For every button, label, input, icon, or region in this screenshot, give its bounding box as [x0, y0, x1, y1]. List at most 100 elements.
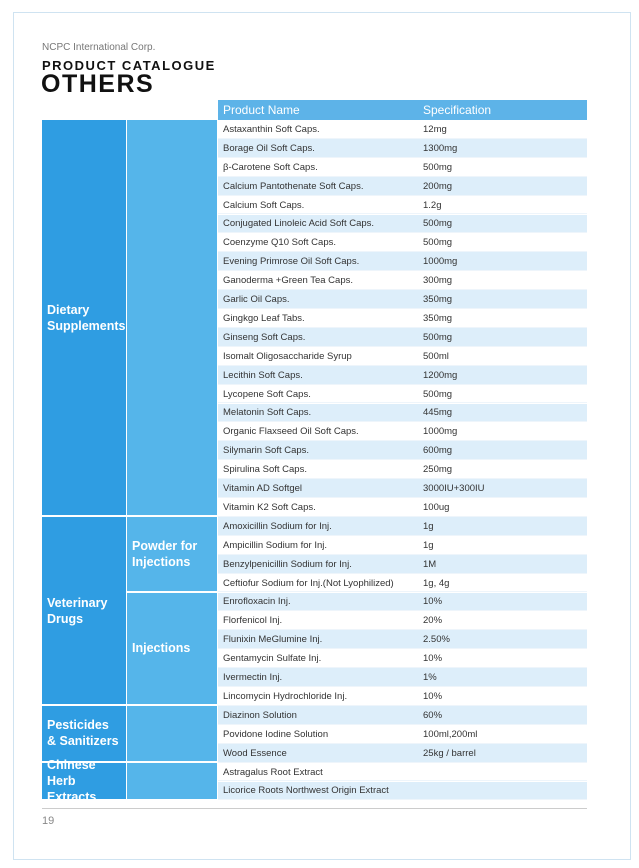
row-bg	[218, 195, 587, 215]
row-bg	[218, 762, 587, 782]
row-bg	[218, 535, 587, 555]
specification: 1.2g	[423, 199, 442, 211]
row-bg	[218, 252, 587, 272]
product-name: Ivermectin Inj.	[223, 672, 283, 684]
product-name: Diazinon Solution	[223, 709, 297, 721]
product-name: Garlic Oil Caps.	[223, 294, 290, 306]
product-name: Conjugated Linoleic Acid Soft Caps.	[223, 218, 375, 230]
page-number: 19	[42, 815, 55, 827]
product-name: Florfenicol Inj.	[223, 615, 283, 627]
specification: 3000IU+300IU	[423, 483, 485, 495]
specification: 2.50%	[423, 634, 450, 646]
subgroup	[127, 120, 217, 516]
row-bg	[218, 724, 587, 744]
specification: 350mg	[423, 294, 453, 306]
product-name: Gentamycin Sulfate Inj.	[223, 653, 322, 665]
product-name: Calcium Pantothenate Soft Caps.	[223, 180, 364, 192]
row-bg	[218, 309, 587, 328]
product-name: Povidone Iodine Solution	[223, 728, 329, 740]
row-bg	[218, 554, 587, 574]
subgroup: Powder for Injections	[127, 516, 217, 591]
specification: 500ml	[423, 350, 449, 362]
title: PRODUCT CATALOGUE	[42, 58, 216, 73]
row-bg	[218, 327, 587, 347]
row-bg	[218, 384, 587, 404]
specification: 350mg	[423, 312, 453, 324]
row-bg	[218, 176, 587, 196]
specification: 10%	[423, 690, 443, 702]
product-name: Organic Flaxseed Oil Soft Caps.	[223, 426, 359, 438]
row-bg	[218, 781, 587, 801]
product-name: Isomalt Oligosaccharide Syrup	[223, 350, 352, 362]
product-name: Gingkgo Leaf Tabs.	[223, 312, 305, 324]
product-name: Borage Oil Soft Caps.	[223, 142, 315, 154]
column-header: Product Name	[223, 103, 300, 117]
row-bg	[218, 138, 587, 158]
product-name: Ceftiofur Sodium for Inj.(Not Lyophilize…	[223, 577, 394, 589]
row-bg	[218, 403, 587, 423]
specification: 20%	[423, 615, 443, 627]
row-bg	[218, 498, 587, 517]
specification: 600mg	[423, 445, 453, 457]
specification: 1000mg	[423, 256, 458, 268]
specification: 445mg	[423, 407, 453, 419]
specification: 300mg	[423, 275, 453, 287]
subtitle: OTHERS	[41, 70, 155, 98]
group: Veterinary Drugs	[42, 516, 126, 705]
row-bg	[218, 573, 587, 593]
specification: 200mg	[423, 180, 453, 192]
subgroup	[127, 705, 217, 762]
row-bg	[218, 687, 587, 706]
row-bg	[218, 157, 587, 177]
row-bg	[218, 460, 587, 480]
product-name: Astragalus Root Extract	[223, 766, 323, 778]
row-bg	[218, 668, 587, 687]
frame	[13, 12, 631, 860]
product-name: Ginseng Soft Caps.	[223, 331, 306, 343]
product-name: Lycopene Soft Caps.	[223, 388, 311, 400]
specification: 500mg	[423, 218, 453, 230]
product-name: Amoxicillin Sodium for Inj.	[223, 520, 332, 532]
product-name: Enrofloxacin Inj.	[223, 596, 291, 608]
specification: 10%	[423, 596, 443, 608]
group: Pesticides & Sanitizers	[42, 705, 126, 762]
specification: 1M	[423, 558, 437, 570]
header-bg	[218, 100, 587, 120]
product-name: Silymarin Soft Caps.	[223, 445, 310, 457]
row-bg	[218, 630, 587, 650]
product-name: Licorice Roots Northwest Origin Extract	[223, 785, 389, 797]
row-bg	[218, 743, 587, 763]
subgroup: Injections	[127, 592, 217, 705]
subgroup	[127, 762, 217, 799]
product-name: Lecithin Soft Caps.	[223, 369, 303, 381]
footer-rule	[42, 808, 587, 809]
row-bg	[218, 705, 587, 725]
specification: 100ug	[423, 501, 450, 513]
specification: 25kg / barrel	[423, 747, 476, 759]
specification: 100ml,200ml	[423, 728, 478, 740]
product-name: β-Carotene Soft Caps.	[223, 161, 318, 173]
product-name: Coenzyme Q10 Soft Caps.	[223, 237, 336, 249]
product-name: Astaxanthin Soft Caps.	[223, 123, 320, 135]
specification: 1g	[423, 520, 434, 532]
specification: 1000mg	[423, 426, 458, 438]
specification: 1g, 4g	[423, 577, 450, 589]
row-bg	[218, 611, 587, 631]
row-bg	[218, 516, 587, 536]
specification: 1300mg	[423, 142, 458, 154]
row-bg	[218, 120, 587, 139]
specification: 1g	[423, 539, 434, 551]
column-header: Specification	[423, 103, 492, 117]
specification: 500mg	[423, 388, 453, 400]
row-bg	[218, 214, 587, 234]
row-bg	[218, 290, 587, 309]
row-bg	[218, 592, 587, 612]
product-name: Vitamin AD Softgel	[223, 483, 303, 495]
product-name: Vitamin K2 Soft Caps.	[223, 501, 316, 513]
specification: 60%	[423, 709, 443, 721]
group: Dietary Supplements	[42, 120, 126, 516]
product-name: Benzylpenicillin Sodium for Inj.	[223, 558, 352, 570]
product-name: Evening Primrose Oil Soft Caps.	[223, 256, 360, 268]
specification: 250mg	[423, 464, 453, 476]
product-name: Ampicillin Sodium for Inj.	[223, 539, 328, 551]
